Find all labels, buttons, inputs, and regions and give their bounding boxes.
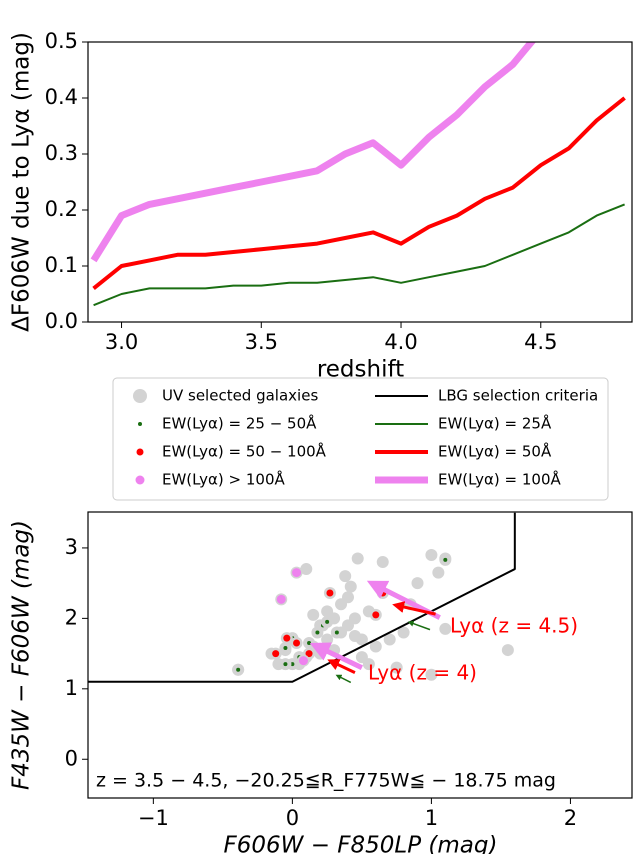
point: [344, 580, 357, 593]
x-tick-label: −1: [138, 806, 169, 830]
arrow: [309, 642, 363, 670]
x-tick-label: 1: [425, 806, 438, 830]
point: [425, 548, 438, 561]
legend-marker: [135, 475, 145, 485]
arrow: [407, 620, 431, 631]
legend-label: EW(Lyα) = 25 − 50Å: [162, 414, 317, 433]
point: [283, 634, 291, 642]
line: [93, 203, 625, 307]
y-tick-label: 1: [65, 676, 78, 700]
point: [321, 605, 334, 618]
point: [425, 668, 438, 681]
y-tick-label: 0.0: [45, 309, 78, 333]
point: [315, 630, 320, 635]
point: [283, 645, 288, 650]
x-tick-label: 4.5: [524, 330, 557, 354]
point: [326, 589, 334, 597]
legend-label: EW(Lyα) = 50 − 100Å: [162, 442, 327, 461]
note: z = 3.5 − 4.5, −20.25≦R_F775W≦ − 18.75 m…: [96, 770, 556, 792]
legend-label: LBG selection criteria: [438, 387, 598, 405]
x-tick-label: 4.0: [384, 330, 417, 354]
plot-area: [88, 512, 516, 684]
point: [293, 639, 301, 647]
y-axis-label: F435W − F606W (mag): [9, 520, 35, 790]
point: [307, 641, 312, 646]
point: [362, 658, 375, 671]
plot-area: [90, 42, 626, 307]
point: [236, 667, 241, 672]
point: [397, 626, 410, 639]
point: [383, 633, 396, 646]
legend-marker: [136, 448, 144, 456]
x-axis-label: redshift: [317, 357, 404, 383]
point: [341, 591, 354, 604]
axes-frame: [87, 41, 633, 323]
point: [298, 656, 308, 666]
point: [272, 650, 280, 658]
legend-label: EW(Lyα) > 100Å: [162, 470, 285, 489]
x-tick-label: 3.0: [105, 330, 138, 354]
annotation: Lyα (z = 4.5): [450, 614, 578, 638]
arrow: [392, 601, 436, 616]
legend-marker: [133, 389, 147, 403]
arrow: [335, 674, 352, 684]
y-tick-label: 0: [65, 746, 78, 770]
legend-label: UV selected galaxies: [162, 387, 318, 405]
point: [411, 577, 424, 590]
y-tick-label: 2: [65, 605, 78, 629]
axes-frame: [87, 511, 633, 799]
point: [325, 619, 330, 624]
line: [92, 96, 626, 290]
point: [307, 608, 320, 621]
legend-label: EW(Lyα) = 100Å: [438, 470, 561, 489]
point: [283, 662, 288, 667]
point: [300, 563, 313, 576]
annotation: Lyα (z = 4): [368, 661, 477, 685]
y-tick-label: 0.2: [45, 197, 78, 221]
x-tick-label: 3.5: [245, 330, 278, 354]
point: [369, 640, 382, 653]
x-tick-label: 0: [286, 806, 299, 830]
point: [276, 594, 286, 604]
y-tick-label: 0.1: [45, 253, 78, 277]
point: [439, 622, 452, 635]
legend-marker: [138, 422, 142, 426]
legend-label: EW(Lyα) = 25Å: [438, 414, 552, 433]
y-axis-label: ΔF606W due to Lyα (mag): [9, 32, 35, 332]
y-tick-label: 3: [65, 535, 78, 559]
point: [321, 633, 334, 646]
point: [372, 611, 380, 619]
y-tick-label: 0.4: [45, 85, 78, 109]
point: [432, 566, 445, 579]
line: [88, 512, 516, 683]
point: [348, 612, 361, 625]
point: [501, 644, 514, 657]
y-tick-label: 0.5: [45, 29, 78, 53]
point: [376, 556, 389, 569]
legend-label: EW(Lyα) = 50Å: [438, 442, 552, 461]
x-tick-label: 2: [564, 806, 577, 830]
point: [390, 661, 403, 674]
y-tick-label: 0.3: [45, 141, 78, 165]
legend-box: [112, 377, 609, 501]
point: [351, 552, 364, 565]
point: [339, 570, 352, 583]
point: [292, 568, 302, 578]
point: [355, 633, 368, 646]
arrow: [327, 659, 356, 674]
point: [290, 662, 295, 667]
point: [443, 557, 448, 562]
point: [334, 630, 339, 635]
x-axis-label: F606W − F850LP (mag): [224, 833, 498, 855]
line: [90, 42, 537, 263]
